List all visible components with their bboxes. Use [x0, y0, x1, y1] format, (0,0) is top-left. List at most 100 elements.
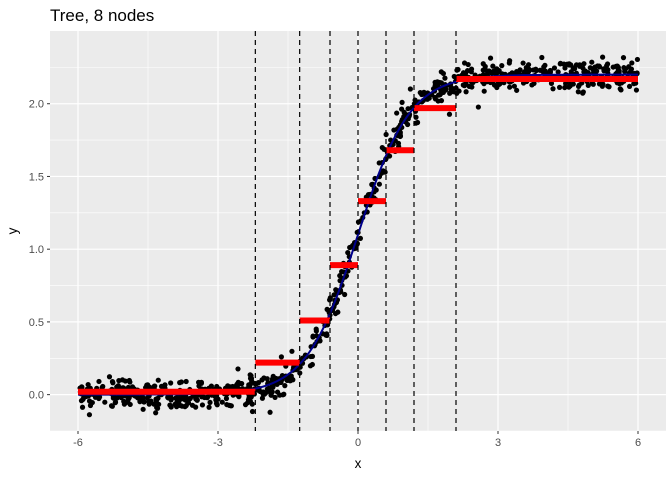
data-point	[278, 354, 284, 360]
data-point	[606, 84, 612, 90]
data-point	[601, 66, 607, 72]
data-point	[394, 110, 400, 116]
data-point	[165, 395, 171, 401]
data-point	[461, 71, 467, 77]
data-point	[537, 67, 543, 73]
data-point	[443, 87, 449, 93]
data-point	[277, 392, 283, 398]
data-point	[234, 381, 240, 387]
data-point	[566, 84, 572, 90]
data-point	[369, 181, 375, 188]
y-tick-label: 2.0	[29, 99, 44, 111]
x-tick-label: -6	[73, 437, 83, 449]
data-point	[440, 70, 446, 77]
data-point	[620, 55, 627, 61]
data-point	[288, 376, 295, 382]
data-point	[183, 378, 189, 385]
data-point	[480, 61, 486, 67]
data-point	[577, 62, 583, 68]
data-point	[464, 68, 471, 74]
data-point	[487, 55, 494, 61]
data-point	[541, 64, 547, 70]
data-point	[112, 400, 118, 406]
data-point	[270, 373, 276, 379]
data-point	[270, 383, 276, 389]
data-point	[582, 68, 589, 74]
data-point	[185, 400, 192, 406]
data-point	[309, 361, 315, 368]
data-point	[556, 84, 563, 90]
y-tick-label: 0.0	[29, 390, 44, 402]
data-point	[189, 402, 196, 408]
y-tick-label: 0.5	[29, 317, 44, 329]
data-point	[587, 65, 593, 71]
data-point	[173, 395, 179, 401]
data-point	[324, 331, 330, 337]
data-point	[568, 62, 574, 68]
data-point	[313, 328, 319, 334]
data-point	[151, 383, 157, 389]
data-point	[140, 406, 146, 412]
data-point	[514, 87, 520, 93]
data-point	[168, 404, 174, 410]
data-point	[575, 83, 582, 90]
y-tick-label: 1.5	[29, 171, 44, 183]
data-point	[523, 64, 529, 71]
data-point	[463, 89, 469, 95]
x-axis-ticks: -6 -3 0 3 6	[73, 431, 641, 449]
data-point	[239, 381, 245, 387]
data-point	[629, 60, 635, 66]
data-point	[548, 80, 555, 86]
data-point	[199, 402, 206, 408]
data-point	[382, 169, 388, 175]
data-point	[399, 99, 405, 105]
data-point	[272, 394, 278, 400]
data-point	[339, 269, 345, 275]
data-point	[454, 67, 460, 73]
data-point	[223, 395, 230, 402]
y-tick-label: 1.0	[29, 244, 44, 256]
data-point	[236, 394, 242, 400]
data-point	[92, 394, 99, 400]
data-point	[622, 66, 629, 72]
data-point	[539, 54, 545, 61]
data-point	[259, 377, 265, 383]
data-point	[520, 60, 526, 66]
data-point	[196, 379, 202, 385]
data-point	[168, 380, 174, 386]
data-point	[141, 399, 147, 405]
data-point	[261, 391, 268, 397]
data-point	[580, 89, 586, 95]
chart-title: Tree, 8 nodes	[50, 6, 154, 25]
data-point	[80, 395, 86, 402]
data-point	[434, 79, 441, 85]
data-point	[79, 404, 86, 410]
data-point	[182, 404, 188, 410]
data-point	[460, 82, 466, 88]
y-axis-ticks: 0.0 0.5 1.0 1.5 2.0	[29, 99, 50, 402]
data-point	[213, 397, 219, 403]
data-point	[570, 81, 576, 87]
data-point	[550, 86, 556, 92]
data-point	[613, 63, 619, 69]
x-tick-label: 3	[495, 437, 501, 449]
data-point	[100, 383, 106, 390]
data-point	[435, 92, 442, 98]
data-point	[446, 111, 453, 117]
data-point	[562, 65, 568, 71]
data-point	[135, 395, 141, 401]
data-point	[386, 153, 393, 159]
x-tick-label: 0	[355, 437, 361, 449]
data-point	[87, 402, 94, 409]
data-point	[562, 84, 568, 91]
data-point	[357, 235, 363, 241]
data-point	[376, 181, 382, 187]
data-point	[96, 378, 102, 385]
data-point	[214, 402, 220, 408]
data-point	[129, 384, 136, 390]
data-point	[206, 404, 212, 410]
data-point	[442, 75, 448, 81]
data-point	[235, 366, 241, 372]
data-point	[207, 399, 213, 406]
data-point	[177, 380, 183, 386]
